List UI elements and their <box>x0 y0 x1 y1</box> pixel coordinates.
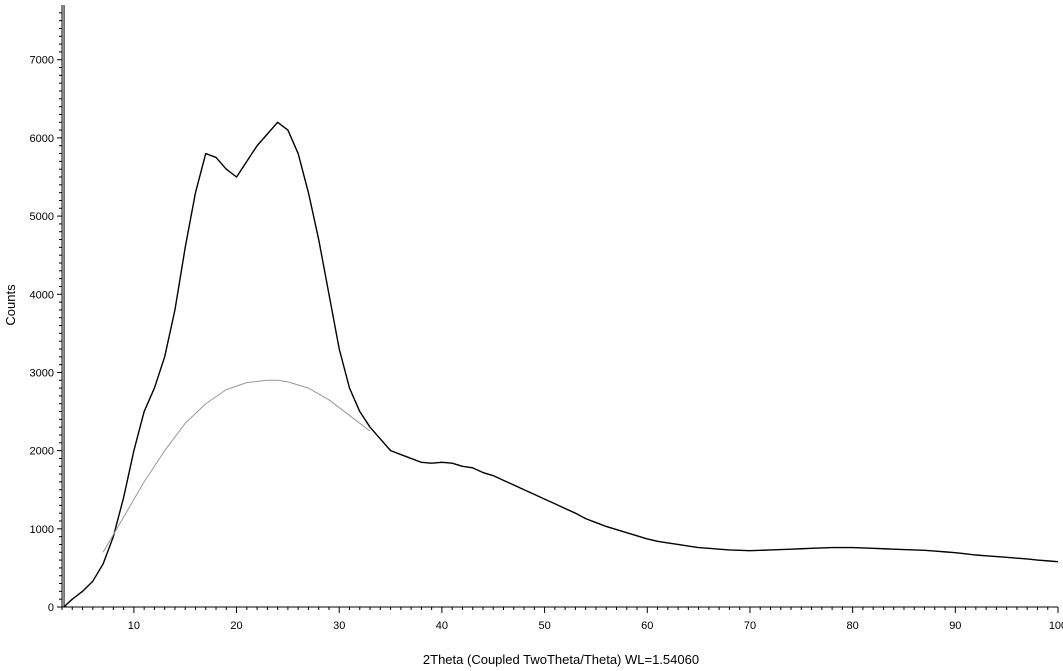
y-axis-title: Counts <box>3 284 18 326</box>
x-tick-label: 40 <box>436 620 448 632</box>
x-tick-label: 20 <box>230 620 242 632</box>
y-tick-label: 7000 <box>30 55 54 67</box>
x-tick-label: 50 <box>538 620 550 632</box>
y-tick-label: 1000 <box>30 524 54 536</box>
x-tick-label: 30 <box>333 620 345 632</box>
background-curve-line <box>102 379 371 553</box>
x-axis-title: 2Theta (Coupled TwoTheta/Theta) WL=1.540… <box>423 652 699 667</box>
y-tick-label: 3000 <box>30 367 54 379</box>
y-tick-label: 6000 <box>30 133 54 145</box>
x-tick-label: 60 <box>641 620 653 632</box>
y-tick-label: 0 <box>48 602 54 614</box>
x-tick-label: 10 <box>128 620 140 632</box>
y-tick-label: 2000 <box>30 446 54 458</box>
y-tick-label: 5000 <box>30 211 54 223</box>
axes: 0 1000 2000 3000 4000 5000 6000 7000 10 20 30 40 50 6… <box>30 5 1063 632</box>
series-layer <box>63 5 1059 608</box>
x-tick-label: 100 <box>1049 620 1063 632</box>
y-tick-label: 4000 <box>30 289 54 301</box>
x-tick-label: 80 <box>847 620 859 632</box>
x-tick-label: 70 <box>744 620 756 632</box>
x-tick-label: 90 <box>949 620 961 632</box>
measured-pattern-line <box>63 121 1059 608</box>
